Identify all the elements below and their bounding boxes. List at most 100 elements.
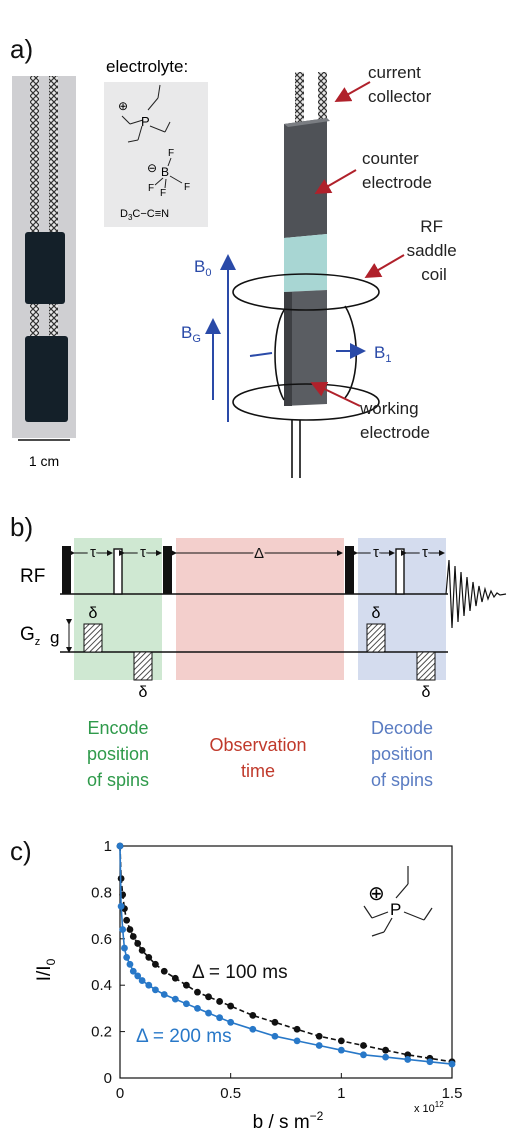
point-100ms — [183, 981, 190, 989]
solvent-formula: D3C−C≡N — [120, 208, 169, 222]
point-200ms — [337, 1046, 345, 1054]
electrolyte-label: electrolyte: — [106, 57, 188, 76]
series-100-label: Δ = 100 ms — [192, 962, 288, 983]
svg-text:F: F — [160, 188, 166, 199]
point-100ms — [360, 1042, 367, 1049]
decode-caption: Decode position of spins — [371, 718, 433, 790]
working-electrode-label: working electrode — [359, 399, 430, 442]
rf-coil-bottom — [232, 383, 380, 421]
x-tick-label: 0 — [116, 1085, 124, 1102]
fit-line-100ms — [119, 845, 453, 1063]
point-200ms — [205, 1009, 212, 1017]
x-tick-label: 1 — [337, 1085, 345, 1102]
point-200ms — [116, 842, 124, 850]
svg-text:F: F — [148, 183, 154, 194]
b0-label: B0 — [194, 257, 211, 279]
point-100ms — [123, 916, 131, 924]
panel-b-label: b) — [10, 512, 33, 542]
svg-text:Observation: Observation — [209, 735, 306, 755]
point-100ms — [227, 1002, 235, 1010]
point-100ms — [205, 993, 212, 1001]
point-200ms — [119, 926, 127, 933]
rf-coil-label: RF saddle coil — [407, 217, 462, 284]
point-200ms — [121, 944, 128, 952]
point-100ms — [160, 967, 168, 975]
rf-pulses — [62, 546, 405, 595]
separator — [284, 234, 327, 292]
point-200ms — [183, 1000, 190, 1008]
electrolyte-box — [104, 82, 208, 227]
wire-left — [295, 72, 304, 124]
svg-text:F: F — [184, 182, 190, 193]
gz-label: Gz — [20, 624, 40, 648]
wire-right — [318, 72, 327, 124]
plot-frame — [119, 845, 453, 1079]
point-200ms — [315, 1042, 323, 1049]
observation-region — [176, 538, 344, 680]
point-100ms — [126, 926, 134, 933]
anion-structure: ⊖ B F F F F — [147, 148, 190, 199]
g-label: g — [50, 628, 59, 647]
point-200ms — [152, 986, 159, 994]
series-200-label: Δ = 200 ms — [136, 1026, 232, 1047]
delta-labels: δ δ δ δ — [89, 605, 431, 701]
panel-c-label: c) — [10, 836, 32, 866]
point-100ms — [337, 1037, 345, 1045]
point-200ms — [382, 1053, 389, 1061]
svg-text:δ: δ — [422, 684, 431, 701]
point-200ms — [171, 995, 179, 1003]
fit-line-200ms — [119, 845, 453, 1065]
svg-text:τ: τ — [90, 544, 96, 561]
point-200ms — [129, 967, 137, 975]
point-100ms — [271, 1018, 279, 1026]
rf-coil-top — [232, 273, 380, 311]
svg-text:Decode: Decode — [371, 718, 433, 738]
point-200ms — [145, 981, 153, 989]
y-tick-label: 0.6 — [91, 931, 112, 948]
x-tick-label: 0.5 — [220, 1085, 241, 1102]
point-100ms — [216, 998, 224, 1005]
x-tick-label: 1.5 — [442, 1085, 463, 1102]
point-200ms — [249, 1025, 257, 1033]
point-100ms — [315, 1032, 323, 1040]
point-200ms — [138, 977, 146, 984]
rf-label: RF — [20, 566, 45, 587]
panel-a-label: a) — [10, 34, 33, 64]
point-100ms — [138, 947, 146, 954]
timing-labels: τ τ Δ τ τ — [88, 542, 431, 565]
y-tick-label: 1 — [104, 838, 112, 855]
point-200ms — [134, 972, 142, 980]
cation-atom: P — [141, 114, 150, 129]
cation-structure — [121, 84, 171, 143]
y-tick-label: 0 — [104, 1070, 112, 1087]
svg-text:δ: δ — [89, 605, 98, 622]
point-100ms — [249, 1011, 257, 1019]
observation-caption: Observation time — [209, 735, 306, 781]
scale-bar-label: 1 cm — [29, 453, 59, 469]
chart-cation-structure: ⊕ P — [363, 866, 433, 937]
point-200ms — [426, 1058, 434, 1066]
bg-label: BG — [181, 323, 201, 345]
svg-text:P: P — [390, 900, 401, 919]
y-tick-label: 0.2 — [91, 1024, 112, 1041]
point-200ms — [194, 1005, 201, 1012]
y-tick-label: 0.8 — [91, 884, 112, 901]
point-100ms — [134, 940, 142, 947]
svg-text:of spins: of spins — [371, 770, 433, 790]
diffusion-chart: 0 0.2 0.4 0.6 0.8 1 0 0.5 1 1.5 — [91, 838, 462, 1102]
cell-photo — [12, 76, 76, 438]
point-200ms — [216, 1014, 224, 1022]
y-tick-label: 0.4 — [91, 977, 112, 994]
point-100ms — [145, 953, 153, 961]
encode-caption: Encode position of spins — [87, 718, 149, 790]
svg-text:position: position — [371, 744, 433, 764]
point-200ms — [293, 1037, 301, 1045]
cell-schematic — [205, 72, 405, 478]
svg-text:⊖: ⊖ — [147, 161, 157, 175]
point-200ms — [448, 1060, 456, 1068]
working-electrode — [284, 290, 327, 406]
point-200ms — [227, 1018, 235, 1026]
point-200ms — [404, 1056, 412, 1063]
x-multiplier: x 1012 — [414, 1100, 444, 1115]
